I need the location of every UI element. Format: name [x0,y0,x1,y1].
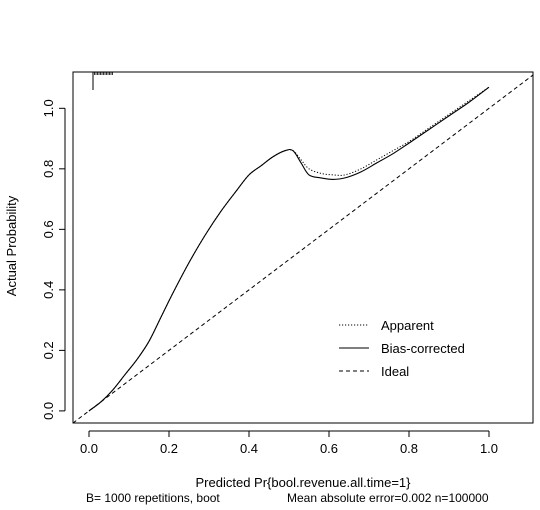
legend-label: Ideal [381,364,409,379]
y-tick-label: 0.4 [41,281,56,299]
y-tick-label: 0.6 [41,220,56,238]
x-tick-label: 0.4 [240,441,258,456]
legend-label: Bias-corrected [381,341,465,356]
y-tick-label: 0.0 [41,402,56,420]
legend-label: Apparent [381,318,434,333]
plot-frame [72,71,534,424]
series-line-bias-corrected [88,86,490,412]
x-tick-label: 0.0 [80,441,98,456]
series-line-apparent [88,86,490,412]
x-tick-label: 1.0 [480,441,498,456]
y-tick-label: 0.8 [41,160,56,178]
footer-right-text: Mean absolute error=0.002 n=100000 [287,491,489,505]
x-tick-label: 0.8 [400,441,418,456]
rug-marks [92,72,113,90]
x-tick-label: 0.6 [320,441,338,456]
series-line-ideal [72,74,534,424]
series-lines [72,74,534,424]
y-axis-label: Actual Probability [4,195,19,296]
y-tick-label: 1.0 [41,99,56,117]
footer-left-text: B= 1000 repetitions, boot [86,491,220,505]
y-axis: 0.0 0.2 0.4 0.6 0.8 1.0 [41,99,66,420]
x-axis-label: Predicted Pr{bool.revenue.all.time=1} [196,475,412,490]
x-axis: 0.0 0.2 0.4 0.6 0.8 1.0 [80,430,498,456]
x-tick-label: 0.2 [160,441,178,456]
legend: Apparent Bias-corrected Ideal [339,318,465,379]
y-tick-label: 0.2 [41,341,56,359]
